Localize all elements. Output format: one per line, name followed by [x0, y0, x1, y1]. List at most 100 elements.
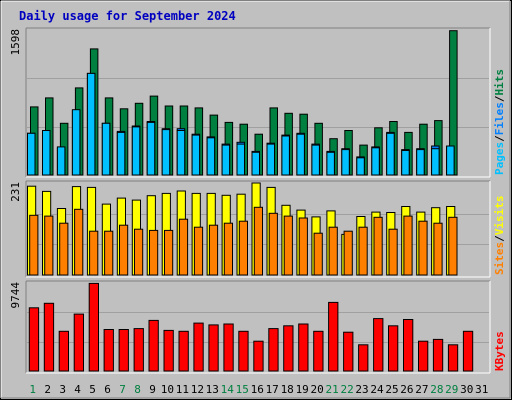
x-label-27: 27: [415, 383, 428, 396]
kbytes-bar-5: [88, 282, 99, 372]
x-label-20: 20: [310, 383, 323, 396]
x-label-9: 9: [149, 383, 156, 396]
kbytes-bar-4: [73, 313, 84, 372]
x-label-15: 15: [236, 383, 249, 396]
x-label-16: 16: [251, 383, 264, 396]
sites-bar-12: [193, 226, 204, 276]
x-label-7: 7: [119, 383, 126, 396]
kbytes-bar-30: [462, 330, 474, 372]
sites-bar-1: [29, 214, 39, 276]
legend-pages: Pages: [493, 142, 506, 175]
x-label-2: 2: [44, 383, 51, 396]
kbytes-bar-15: [238, 330, 249, 372]
sites-bar-26: [403, 215, 413, 276]
sites-bar-27: [418, 220, 428, 276]
pages-bar-12: [191, 134, 201, 176]
legend-hits: Hits: [493, 69, 506, 96]
sites-bar-10: [164, 229, 174, 276]
sites-bar-21: [328, 226, 338, 276]
kbytes-bar-3: [58, 330, 70, 372]
sites-bar-4: [74, 208, 84, 276]
kbytes-bar-26: [403, 319, 414, 372]
kbytes-bar-21: [328, 301, 339, 372]
x-label-4: 4: [74, 383, 81, 396]
pages-bar-3: [56, 146, 66, 176]
kbytes-bar-12: [193, 322, 204, 372]
x-label-19: 19: [296, 383, 309, 396]
pages-bar-4: [71, 109, 81, 176]
sites-bar-18: [283, 215, 293, 276]
kbytes-bar-23: [358, 344, 369, 372]
legend-files: Files: [493, 102, 506, 135]
pages-bar-14: [221, 144, 231, 176]
pages-bar-6: [101, 122, 111, 176]
kbytes-bar-22: [343, 331, 354, 372]
pages-bar-20: [311, 144, 320, 176]
x-label-3: 3: [59, 383, 66, 396]
sites-bar-5: [89, 230, 99, 276]
y-max-label: 231: [9, 182, 22, 202]
x-label-22: 22: [340, 383, 353, 396]
legend: KBytes: [493, 331, 506, 371]
sites-bar-22: [343, 230, 353, 276]
x-label-29: 29: [445, 383, 458, 396]
x-label-17: 17: [266, 383, 279, 396]
pages-bar-28: [431, 148, 440, 176]
pages-bar-27: [416, 149, 425, 176]
legend: Pages/Files/Hits: [493, 69, 506, 175]
sites-bar-16: [253, 206, 264, 276]
kbytes-bar-29: [447, 344, 459, 372]
kbytes-bar-19: [298, 323, 309, 372]
x-label-28: 28: [430, 383, 443, 396]
pages-bar-25: [386, 132, 395, 176]
sites-bar-28: [433, 222, 443, 276]
pages-bar-1: [27, 132, 36, 176]
pages-bar-18: [281, 135, 290, 176]
x-label-1: 1: [29, 383, 36, 396]
kbytes-panel: 9744 KBytes: [9, 280, 506, 374]
x-axis-labels: 1 2 3 4 5 6 7 8 9 10 11 12 13 14 15 16 17 18 19 20 21 22 23 24 2…: [29, 383, 488, 396]
pages-bar-13: [206, 137, 216, 176]
pages-bar-26: [401, 150, 410, 176]
kbytes-bar-27: [418, 340, 429, 372]
pages-bar-8: [131, 126, 141, 176]
x-label-13: 13: [206, 383, 219, 396]
kbytes-bar-28: [432, 338, 444, 372]
x-label-25: 25: [385, 383, 398, 396]
kbytes-bar-24: [373, 318, 384, 372]
kbytes-bar-20: [313, 330, 324, 372]
pages-bar-7: [116, 131, 126, 176]
kbytes-bar-10: [163, 329, 174, 372]
sites-bar-7: [119, 224, 129, 276]
sites-bar-23: [358, 226, 368, 276]
kbytes-bar-14: [223, 323, 234, 372]
x-label-5: 5: [89, 383, 96, 396]
kbytes-bar-1: [28, 307, 40, 372]
x-label-30: 30: [460, 383, 473, 396]
pages-bar-17: [266, 143, 275, 176]
pages-bar-16: [251, 151, 260, 176]
kbytes-bar-13: [208, 324, 219, 372]
sites-bar-29: [448, 216, 458, 276]
legend: Sites/Visits: [493, 196, 506, 276]
pages-bar-11: [176, 130, 186, 176]
sites-bar-25: [388, 228, 398, 276]
visits-sites-panel: 231 Sites/Visits: [9, 180, 506, 278]
pages-bar-5: [86, 72, 96, 176]
sites-bar-17: [268, 212, 278, 276]
x-label-10: 10: [161, 383, 174, 396]
sites-bar-13: [208, 224, 219, 276]
legend-visits: Visits: [493, 196, 506, 236]
pages-bar-23: [356, 157, 365, 176]
pages-bar-15: [236, 143, 245, 176]
x-label-31: 31: [475, 383, 488, 396]
kbytes-bar-25: [388, 325, 399, 372]
pages-bar-19: [296, 133, 305, 176]
sites-bar-15: [238, 220, 249, 276]
sites-bar-8: [134, 228, 144, 276]
y-max-label: 9744: [9, 282, 22, 309]
sites-bar-11: [178, 218, 189, 276]
kbytes-bar-9: [148, 319, 159, 372]
x-label-24: 24: [370, 383, 384, 396]
